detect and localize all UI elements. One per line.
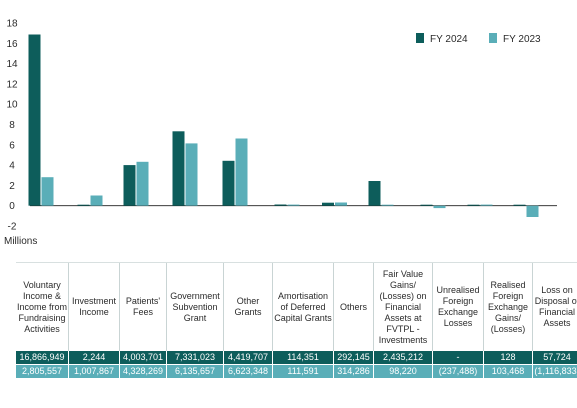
bar-fy2023-7: [381, 204, 394, 206]
table-cell-fy2024: 4,419,707: [223, 351, 273, 365]
bar-fy2024-5: [274, 204, 287, 206]
table-cell-fy2024: 16,866,949: [16, 351, 69, 365]
bar-fy2023-5: [287, 204, 300, 206]
bar-fy2024-3: [172, 131, 185, 206]
y-tick-label: 8: [9, 120, 15, 131]
bar-fy2024-1: [77, 204, 90, 206]
table-cell-fy2024: 2,244: [68, 351, 120, 365]
table-cell-fy2024: 128: [483, 351, 533, 365]
bar-chart: -2 0 2 4 6 8 10 12 14 16 18 FY 2024 FY 2023 Million…: [4, 19, 557, 247]
table-header-cell: Investment Income: [68, 262, 120, 351]
bar-fy2023-4: [235, 138, 248, 206]
table-cell-fy2023: 4,328,269: [119, 364, 167, 378]
table-cell-fy2024: 292,145: [333, 351, 374, 365]
bar-fy2023-3: [185, 143, 198, 206]
data-table: Voluntary Income & Income from Fundraisi…: [16, 262, 577, 378]
y-tick-label: 2: [9, 181, 15, 192]
table-cell-fy2023: 2,805,557: [16, 364, 69, 378]
table-cell-fy2024: 2,435,212: [373, 351, 433, 365]
table-row-fy2024: 16,866,949 2,244 4,003,701 7,331,023 4,419,7…: [16, 351, 577, 365]
bar-fy2024-0: [28, 34, 41, 206]
table-header-cell: Others: [333, 262, 374, 351]
bar-fy2024-10: [513, 204, 526, 206]
table-cell-fy2023: 314,286: [333, 364, 374, 378]
table-header-cell: Amortisation of Deferred Capital Grants: [272, 262, 334, 351]
table-header-cell: Voluntary Income & Income from Fundraisi…: [16, 262, 69, 351]
bar-fy2024-6: [322, 202, 334, 206]
table-cell-fy2023: 6,623,348: [223, 364, 273, 378]
table-header-cell: Other Grants: [223, 262, 273, 351]
table-row-fy2023: 2,805,557 1,007,867 4,328,269 6,135,657 6,62…: [16, 364, 577, 378]
table-header-cell: Realised Foreign Exchange Gains/ (Losses…: [483, 262, 533, 351]
y-tick-label: 18: [6, 19, 18, 30]
table-cell-fy2024: 7,331,023: [166, 351, 224, 365]
table-cell-fy2024: 57,724: [532, 351, 577, 365]
y-tick-label: -2: [8, 222, 17, 233]
legend-label-fy2023: FY 2023: [503, 34, 541, 45]
bar-fy2023-10: [526, 205, 539, 217]
y-tick-label: 6: [9, 140, 15, 151]
bar-fy2024-4: [222, 160, 235, 206]
y-tick-label: 0: [9, 201, 15, 212]
bar-fy2023-1: [90, 195, 103, 206]
legend-swatch-fy2024: [416, 33, 424, 43]
table-cell-fy2023: 98,220: [373, 364, 433, 378]
table-cell-fy2023: (237,488): [432, 364, 484, 378]
legend: FY 2024 FY 2023: [416, 33, 541, 45]
table-header-cell: Patients' Fees: [119, 262, 167, 351]
bar-fy2024-2: [123, 165, 136, 206]
bar-fy2023-8: [433, 205, 446, 209]
table-cell-fy2024: -: [432, 351, 484, 365]
y-tick-label: 16: [6, 39, 18, 50]
table-cell-fy2024: 114,351: [272, 351, 334, 365]
table-cell-fy2023: 111,591: [272, 364, 334, 378]
table-header-row: Voluntary Income & Income from Fundraisi…: [16, 262, 577, 351]
table-header-cell: Unrealised Foreign Exchange Losses: [432, 262, 484, 351]
bar-fy2023-0: [41, 177, 54, 206]
y-tick-label: 4: [9, 161, 15, 172]
bar-fy2024-7: [368, 181, 381, 206]
table-cell-fy2023: 6,135,657: [166, 364, 224, 378]
bar-fy2023-2: [136, 161, 149, 206]
bars: [28, 34, 539, 217]
table-cell-fy2023: 103,468: [483, 364, 533, 378]
y-tick-label: 10: [6, 100, 18, 111]
y-unit-label: Millions: [4, 236, 37, 247]
y-axis: -2 0 2 4 6 8 10 12 14 16 18: [6, 19, 18, 233]
table-cell-fy2024: 4,003,701: [119, 351, 167, 365]
bar-fy2023-6: [335, 202, 347, 206]
table-header-cell: Loss on Disposal of Financial Assets: [532, 262, 577, 351]
table-header-cell: Government Subvention Grant: [166, 262, 224, 351]
y-tick-label: 14: [6, 59, 18, 70]
table-cell-fy2023: (1,116,833): [532, 364, 577, 378]
bar-fy2024-8: [420, 204, 433, 206]
bar-fy2024-9: [467, 204, 480, 206]
legend-swatch-fy2023: [489, 33, 497, 43]
bar-fy2023-9: [480, 204, 493, 206]
table-header-cell: Fair Value Gains/ (Losses) on Financial …: [373, 262, 433, 351]
legend-label-fy2024: FY 2024: [430, 34, 468, 45]
table-cell-fy2023: 1,007,867: [68, 364, 120, 378]
y-tick-label: 12: [6, 79, 18, 90]
